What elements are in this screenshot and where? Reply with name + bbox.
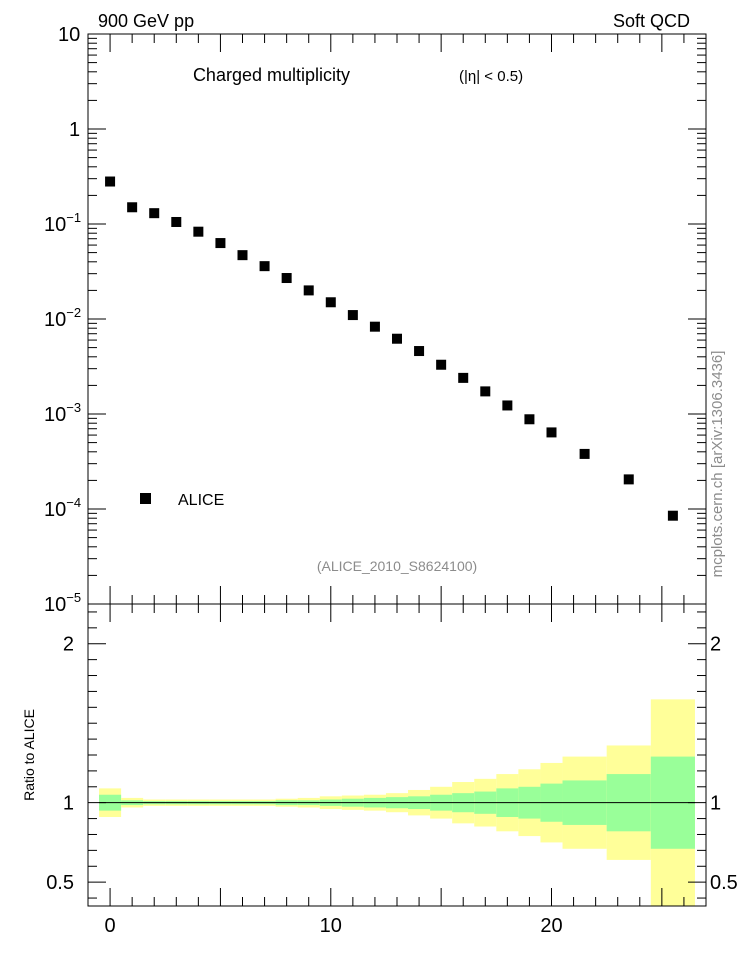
main-ytick-label: 10−3 bbox=[44, 400, 81, 426]
main-ytick-label: 1 bbox=[69, 119, 80, 141]
data-points bbox=[105, 176, 678, 521]
data-point-alice bbox=[502, 400, 513, 411]
data-point-alice bbox=[458, 372, 469, 383]
data-point-alice bbox=[215, 238, 226, 249]
ratio-xtick-label: 20 bbox=[540, 915, 562, 937]
data-point-alice bbox=[149, 208, 160, 219]
main-ytick-label: 10−4 bbox=[44, 495, 81, 521]
main-panel-axes: 10 1 10−1 10−2 10−3 10−4 10−5 bbox=[44, 24, 707, 616]
data-point-alice bbox=[193, 226, 204, 237]
data-point-alice bbox=[392, 333, 402, 344]
ratio-bands bbox=[99, 699, 695, 906]
data-point-alice bbox=[436, 359, 447, 370]
ratio-ytick-label-right: 0.5 bbox=[710, 872, 738, 894]
data-point-alice bbox=[127, 202, 138, 213]
data-point-alice bbox=[237, 250, 248, 261]
data-point-alice bbox=[259, 261, 270, 272]
data-point-alice bbox=[524, 414, 535, 425]
ratio-ytick-label-left: 1 bbox=[63, 793, 74, 815]
ratio-ytick-label-right: 2 bbox=[710, 634, 721, 656]
data-point-alice bbox=[325, 297, 336, 308]
plot-title-suffix: (|η| < 0.5) bbox=[459, 68, 523, 85]
data-point-alice bbox=[369, 321, 380, 332]
ratio-ylabel: Ratio to ALICE bbox=[21, 709, 37, 801]
main-ytick-label: 10−5 bbox=[44, 590, 81, 616]
header-right-label: Soft QCD bbox=[613, 11, 690, 31]
legend-label-alice: ALICE bbox=[178, 492, 224, 509]
analysis-annotation: (ALICE_2010_S8624100) bbox=[317, 558, 477, 574]
data-point-alice bbox=[546, 427, 557, 438]
ratio-xtick-label: 10 bbox=[320, 915, 342, 937]
side-credit-label: mcplots.cern.ch [arXiv:1306.3436] bbox=[709, 351, 726, 578]
header-left-label: 900 GeV pp bbox=[98, 11, 194, 31]
legend-marker-alice bbox=[140, 493, 151, 504]
main-ytick-label: 10 bbox=[58, 24, 80, 46]
ratio-xtick-label: 0 bbox=[105, 915, 116, 937]
data-point-alice bbox=[347, 310, 358, 321]
data-point-alice bbox=[171, 216, 182, 227]
ratio-ytick-label-left: 0.5 bbox=[46, 872, 74, 894]
ratio-ytick-label-right: 1 bbox=[710, 793, 721, 815]
data-point-alice bbox=[667, 510, 678, 521]
data-point-alice bbox=[303, 285, 314, 296]
data-point-alice bbox=[105, 176, 116, 187]
data-point-alice bbox=[579, 448, 590, 459]
ratio-panel-axes: 0.5 0.51 12 20 10 20 bbox=[46, 603, 738, 937]
data-point-alice bbox=[414, 346, 425, 357]
main-frame bbox=[87, 33, 707, 605]
data-point-alice bbox=[480, 386, 491, 397]
ratio-ytick-label-left: 2 bbox=[63, 634, 74, 656]
plot-title: Charged multiplicity bbox=[193, 65, 350, 85]
data-point-alice bbox=[281, 273, 292, 284]
main-ytick-label: 10−2 bbox=[44, 305, 81, 331]
data-point-alice bbox=[623, 474, 634, 485]
main-ytick-label: 10−1 bbox=[44, 210, 81, 236]
